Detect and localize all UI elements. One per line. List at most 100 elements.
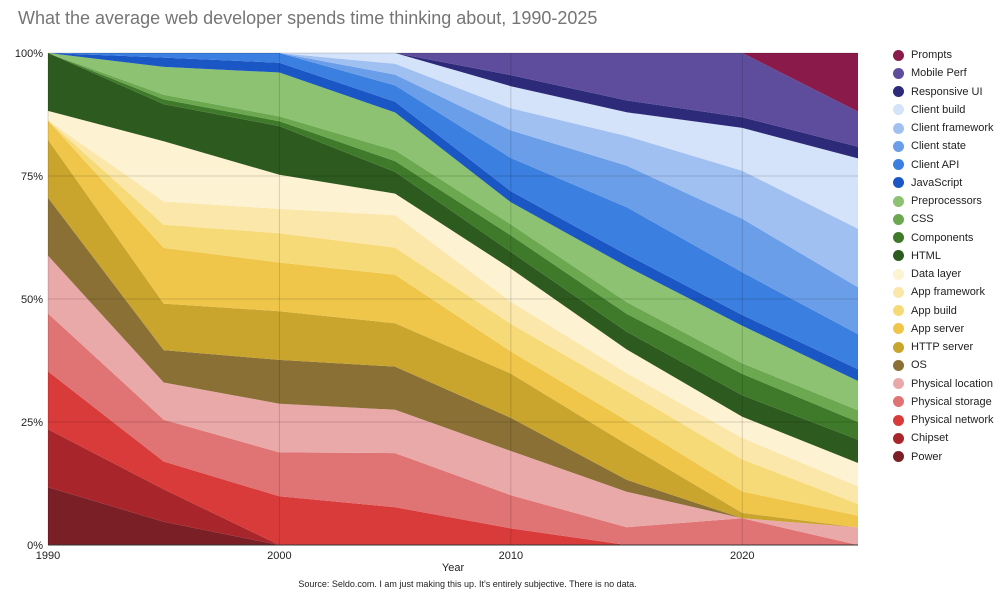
y-tick-label: 0% (27, 540, 43, 552)
legend-item-power: Power (893, 448, 994, 466)
area-components (48, 53, 858, 440)
legend: Prompts Mobile Perf Responsive UI Client bu… (893, 46, 994, 466)
areas-layer (48, 53, 858, 545)
legend-label: Mobile Perf (911, 67, 967, 80)
legend-item-os: OS (893, 356, 994, 374)
area-client-build (48, 53, 858, 229)
legend-label: Data layer (911, 268, 962, 281)
axis-layer: 0% 25% 50% 75% 100% 1990 2000 2010 2020 Year (15, 48, 858, 574)
area-css (48, 53, 858, 422)
legend-item-components: Components (893, 229, 994, 247)
legend-label: App server (911, 322, 965, 335)
x-tick-label: 2000 (267, 550, 291, 562)
legend-item-physical-network: Physical network (893, 411, 994, 429)
legend-label: Preprocessors (911, 195, 982, 208)
legend-item-physical-location: Physical location (893, 375, 994, 393)
legend-item-app-framework: App framework (893, 283, 994, 301)
legend-label: Physical network (911, 414, 994, 427)
y-tick-label: 25% (21, 417, 43, 429)
legend-label: Responsive UI (911, 85, 983, 98)
legend-label: App build (911, 304, 957, 317)
area-preprocessors (48, 53, 858, 411)
legend-label: HTTP server (911, 341, 974, 354)
area-client-framework (48, 53, 858, 288)
area-client-state (48, 53, 858, 335)
chart-title: What the average web developer spends ti… (18, 8, 598, 28)
area-mobile-perf (48, 53, 858, 147)
legend-item-physical-storage: Physical storage (893, 393, 994, 411)
legend-item-responsive-ui: Responsive UI (893, 83, 994, 101)
legend-swatch (893, 195, 904, 207)
legend-swatch (893, 250, 904, 262)
x-tick-label: 2020 (730, 550, 754, 562)
x-tick-label: 2010 (499, 550, 523, 562)
legend-label: Chipset (911, 432, 949, 445)
area-physical-location (48, 255, 858, 545)
legend-item-chipset: Chipset (893, 429, 994, 447)
legend-swatch (893, 341, 904, 353)
legend-item-http-server: HTTP server (893, 338, 994, 356)
legend-label: Power (911, 450, 943, 463)
area-data-layer (48, 110, 858, 487)
area-physical-storage (48, 313, 858, 545)
legend-swatch (893, 305, 904, 317)
legend-item-css: CSS (893, 210, 994, 228)
legend-item-mobile-perf: Mobile Perf (893, 64, 994, 82)
legend-swatch (893, 451, 904, 463)
legend-swatch (893, 140, 904, 152)
legend-swatch (893, 213, 904, 225)
legend-label: Physical location (911, 377, 993, 390)
legend-item-javascript: JavaScript (893, 174, 994, 192)
legend-swatch (893, 86, 904, 98)
area-app-framework (48, 120, 858, 504)
legend-label: Prompts (911, 49, 952, 62)
legend-swatch (893, 49, 904, 61)
area-prompts (48, 53, 858, 112)
area-app-build (48, 120, 858, 516)
legend-item-html: HTML (893, 247, 994, 265)
legend-label: OS (911, 359, 927, 372)
legend-swatch (893, 268, 904, 280)
legend-item-client-framework: Client framework (893, 119, 994, 137)
legend-label: Client framework (911, 122, 994, 135)
legend-label: JavaScript (911, 176, 963, 189)
legend-swatch (893, 232, 904, 244)
grid-layer (47, 52, 858, 546)
legend-swatch (893, 286, 904, 298)
x-axis-label: Year (442, 562, 465, 574)
legend-swatch (893, 323, 904, 335)
legend-swatch (893, 414, 904, 426)
legend-swatch (893, 122, 904, 134)
legend-swatch (893, 396, 904, 408)
legend-item-client-state: Client state (893, 137, 994, 155)
legend-item-app-build: App build (893, 302, 994, 320)
legend-swatch (893, 67, 904, 79)
legend-item-app-server: App server (893, 320, 994, 338)
legend-label: Client build (911, 103, 966, 116)
area-physical-network (48, 371, 858, 545)
area-app-server (48, 120, 858, 528)
legend-swatch (893, 359, 904, 371)
source-note: Source: Seldo.com. I am just making this… (298, 579, 637, 589)
legend-swatch (893, 104, 904, 116)
legend-label: HTML (911, 249, 941, 262)
legend-item-client-api: Client API (893, 156, 994, 174)
legend-item-prompts: Prompts (893, 46, 994, 64)
legend-swatch (893, 159, 904, 171)
y-tick-label: 50% (21, 294, 43, 306)
legend-label: App framework (911, 286, 985, 299)
legend-label: CSS (911, 213, 934, 226)
legend-swatch (893, 432, 904, 444)
legend-swatch (893, 378, 904, 390)
y-tick-label: 100% (15, 48, 43, 60)
area-http-server (48, 139, 858, 528)
legend-label: Client API (911, 158, 960, 171)
legend-item-data-layer: Data layer (893, 265, 994, 283)
area-power (48, 487, 858, 545)
x-tick-label: 1990 (36, 550, 60, 562)
area-os (48, 197, 858, 528)
legend-label: Client state (911, 140, 967, 153)
legend-label: Components (911, 231, 974, 244)
legend-label: Physical storage (911, 395, 992, 408)
